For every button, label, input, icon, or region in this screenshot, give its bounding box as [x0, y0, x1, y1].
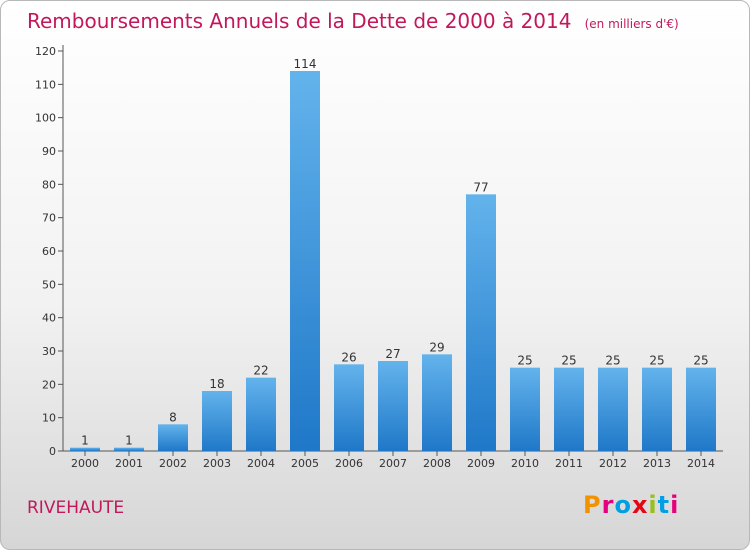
y-tick-label: 120: [35, 45, 56, 58]
data-label: 29: [429, 340, 444, 354]
logo-letter: o: [614, 491, 632, 519]
title-unit: (en milliers d'€): [584, 17, 679, 31]
logo-letter: P: [583, 491, 602, 519]
data-label: 8: [169, 410, 177, 424]
y-tick-label: 20: [42, 378, 56, 391]
y-tick-label: 110: [35, 78, 56, 91]
y-tick-label: 50: [42, 278, 56, 291]
bar: [114, 447, 144, 451]
bar: [246, 377, 276, 451]
bar: [202, 391, 232, 451]
x-tick-label: 2008: [423, 457, 451, 470]
x-tick-label: 2002: [159, 457, 187, 470]
data-label: 25: [605, 354, 620, 368]
logo-letter: r: [601, 491, 615, 519]
x-tick-label: 2004: [247, 457, 275, 470]
x-tick-label: 2011: [555, 457, 583, 470]
data-label: 114: [294, 57, 317, 71]
bar: [290, 71, 320, 451]
data-label: 1: [125, 434, 133, 448]
y-tick-label: 80: [42, 178, 56, 191]
bar: [642, 367, 672, 451]
data-label: 25: [561, 354, 576, 368]
bar: [686, 367, 716, 451]
bar: [70, 447, 100, 451]
x-tick-label: 2014: [687, 457, 715, 470]
x-tick-label: 2005: [291, 457, 319, 470]
commune-name: RIVEHAUTE: [27, 498, 125, 518]
x-tick-label: 2012: [599, 457, 627, 470]
y-tick-label: 0: [49, 445, 56, 458]
y-tick-label: 70: [42, 212, 56, 225]
title-text: Remboursements Annuels de la Dette de 20…: [27, 9, 572, 33]
y-tick-label: 100: [35, 112, 56, 125]
bar: [158, 424, 188, 451]
bar: [422, 354, 452, 451]
data-label: 25: [517, 354, 532, 368]
x-tick-label: 2003: [203, 457, 231, 470]
bar: [334, 364, 364, 451]
data-label: 26: [341, 350, 356, 364]
axes: 0 10 20 30 40 50 60 70 80 90 100 110 120 2000 2001 2002…: [35, 45, 723, 470]
y-tick-label: 10: [42, 412, 56, 425]
y-tick-label: 60: [42, 245, 56, 258]
y-tick-label: 30: [42, 345, 56, 358]
logo-letter: i: [648, 491, 658, 519]
bar: [466, 194, 496, 452]
chart-title: Remboursements Annuels de la Dette de 20…: [27, 9, 679, 33]
y-tick-label: 40: [42, 312, 56, 325]
x-tick-label: 2006: [335, 457, 363, 470]
bar: [510, 367, 540, 451]
bar: [554, 367, 584, 451]
data-label: 25: [649, 354, 664, 368]
logo-letter: t: [657, 491, 671, 519]
data-label: 27: [385, 347, 400, 361]
x-tick-label: 2001: [115, 457, 143, 470]
bar: [378, 361, 408, 451]
data-label: 25: [693, 354, 708, 368]
logo-letter: x: [631, 491, 649, 519]
x-tick-label: 2013: [643, 457, 671, 470]
data-label: 18: [209, 377, 224, 391]
bar: [598, 367, 628, 451]
y-tick-label: 90: [42, 145, 56, 158]
proxiti-logo: Proxiti: [583, 491, 679, 519]
x-tick-label: 2007: [379, 457, 407, 470]
data-label: 1: [81, 434, 89, 448]
x-tick-label: 2009: [467, 457, 495, 470]
logo-letter: i: [670, 491, 680, 519]
data-label: 22: [253, 364, 268, 378]
data-label: 77: [473, 180, 488, 194]
x-tick-label: 2010: [511, 457, 539, 470]
x-tick-label: 2000: [71, 457, 99, 470]
